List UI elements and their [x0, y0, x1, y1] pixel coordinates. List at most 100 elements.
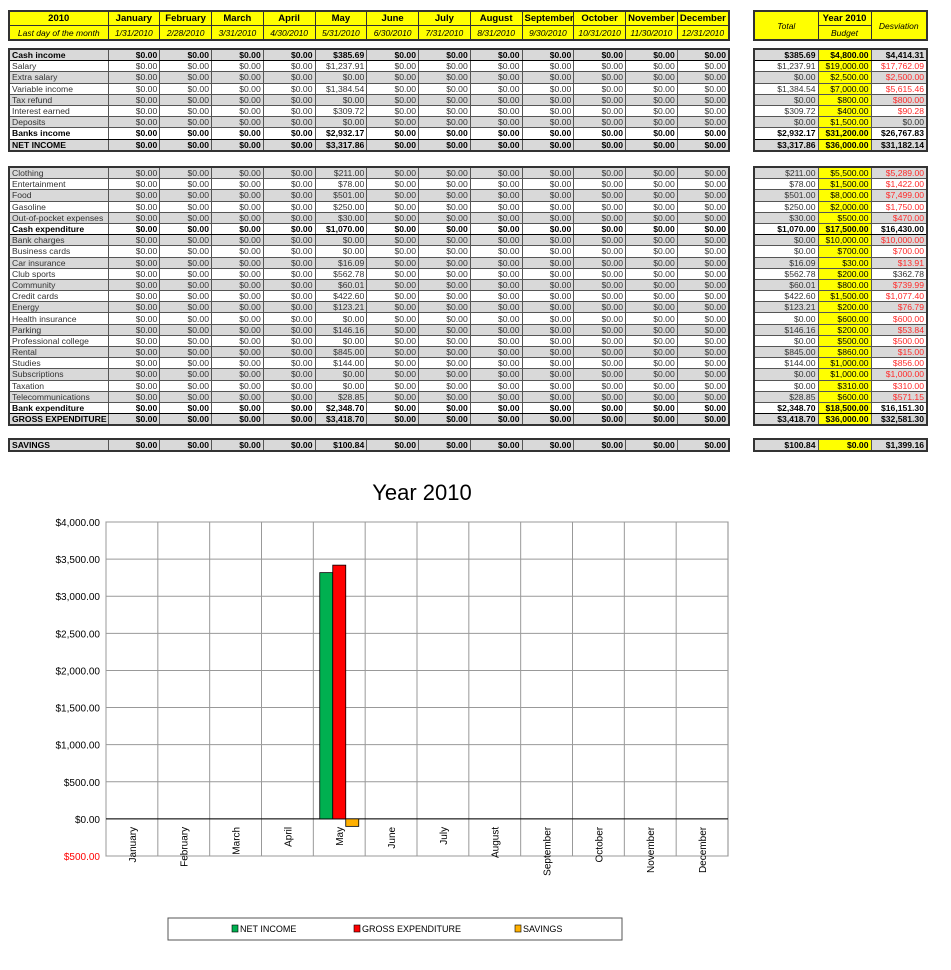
total-value: $3,418.70: [753, 413, 819, 426]
month-value: $0.00: [625, 267, 678, 280]
summary-row: $78.00 $1,500.00 $1,422.00: [753, 178, 928, 191]
month-value: $0.00: [211, 368, 264, 381]
table-row: Parking $0.00 $0.00 $0.00 $0.00 $146.16 $0.00 $…: [8, 323, 730, 336]
month-header-january: January: [107, 10, 161, 26]
month-value: $0.00: [366, 379, 419, 392]
month-value: $0.00: [366, 256, 419, 269]
total-value: $250.00: [753, 200, 819, 213]
month-value: $0.00: [625, 438, 678, 452]
month-value: $0.00: [573, 267, 626, 280]
month-value: $3,317.86: [314, 138, 368, 152]
month-value: $0.00: [469, 60, 523, 73]
month-value: $0.00: [211, 138, 264, 152]
budget-value: $1,500.00: [817, 178, 872, 191]
month-value: $0.00: [521, 256, 575, 269]
month-value: $0.00: [418, 379, 471, 392]
month-value: $0.00: [676, 116, 730, 129]
month-value: $0.00: [676, 267, 730, 280]
deviation-value: $856.00: [870, 357, 928, 370]
month-value: $0.00: [418, 71, 471, 84]
month-value: $0.00: [521, 71, 575, 84]
month-value: $0.00: [159, 438, 212, 452]
y-tick-label: $1,000.00: [56, 741, 101, 752]
month-value: $0.00: [573, 413, 626, 426]
month-value: $0.00: [469, 368, 523, 381]
row-label: Extra salary: [8, 71, 109, 84]
x-tick-label: April: [283, 827, 294, 847]
month-value: $0.00: [107, 267, 161, 280]
month-header-may: May: [314, 10, 368, 26]
summary-row: $309.72 $400.00 $90.28: [753, 104, 928, 118]
month-header-june: June: [366, 10, 419, 26]
month-value: $123.21: [314, 301, 368, 314]
month-value: $0.00: [469, 127, 523, 140]
month-value: $0.00: [366, 345, 419, 359]
month-value: $0.00: [521, 301, 575, 314]
month-value: $0.00: [676, 245, 730, 258]
total-value: $0.00: [753, 234, 819, 247]
month-value: $0.00: [676, 413, 730, 426]
month-value: $0.00: [625, 301, 678, 314]
month-value: $250.00: [314, 200, 368, 213]
month-value: $0.00: [676, 290, 730, 303]
month-value: $0.00: [159, 401, 212, 415]
month-date: 8/31/2010: [469, 25, 523, 41]
month-value: $0.00: [366, 222, 419, 236]
x-tick-label: July: [439, 827, 450, 845]
month-value: $0.00: [418, 138, 471, 152]
month-value: $0.00: [314, 245, 368, 258]
month-value: $0.00: [262, 116, 316, 129]
month-value: $0.00: [625, 178, 678, 191]
deviation-value: $10,000.00: [870, 234, 928, 247]
month-value: $0.00: [314, 71, 368, 84]
month-value: $0.00: [573, 222, 626, 236]
month-header-october: October: [573, 10, 626, 26]
table-row: Extra salary $0.00 $0.00 $0.00 $0.00 $0.00 $0.…: [8, 71, 730, 84]
month-value: $0.00: [107, 48, 161, 62]
total-value: $845.00: [753, 345, 819, 359]
month-value: $0.00: [676, 48, 730, 62]
table-row: Telecommunications $0.00 $0.00 $0.00 $0.00 $2…: [8, 390, 730, 403]
total-value: $0.00: [753, 368, 819, 381]
month-value: $3,418.70: [314, 413, 368, 426]
month-value: $0.00: [625, 278, 678, 292]
deviation-value: $1,750.00: [870, 200, 928, 213]
month-value: $0.00: [314, 368, 368, 381]
month-value: $0.00: [676, 93, 730, 106]
month-value: $0.00: [469, 323, 523, 336]
table-row: Food $0.00 $0.00 $0.00 $0.00 $501.00 $0.00 $0.0…: [8, 189, 730, 202]
row-label: SAVINGS: [8, 438, 109, 452]
month-value: $0.00: [469, 48, 523, 62]
deviation-value: $4,414.31: [870, 48, 928, 62]
month-value: $0.00: [211, 166, 264, 180]
total-value: $562.78: [753, 267, 819, 280]
budget-value: $1,500.00: [817, 290, 872, 303]
summary-row: $0.00 $600.00 $600.00: [753, 312, 928, 325]
deviation-value: $15.00: [870, 345, 928, 359]
month-value: $0.00: [469, 267, 523, 280]
month-value: $0.00: [418, 82, 471, 95]
total-value: $1,237.91: [753, 60, 819, 73]
month-value: $0.00: [418, 48, 471, 62]
month-value: $0.00: [262, 301, 316, 314]
budget-value: $5,500.00: [817, 166, 872, 180]
month-value: $0.00: [159, 200, 212, 213]
month-value: $0.00: [573, 256, 626, 269]
deviation-value: $1,000.00: [870, 368, 928, 381]
budget-value: $18,500.00: [817, 401, 872, 415]
month-value: $0.00: [107, 211, 161, 224]
month-value: $0.00: [262, 401, 316, 415]
month-value: $845.00: [314, 345, 368, 359]
bar-savings: [345, 818, 360, 827]
total-value: $422.60: [753, 290, 819, 303]
month-value: $0.00: [469, 189, 523, 202]
month-value: $0.00: [211, 301, 264, 314]
budget-value: $4,800.00: [817, 48, 872, 62]
budget-value: $0.00: [817, 438, 872, 452]
month-value: $0.00: [521, 116, 575, 129]
month-value: $0.00: [159, 138, 212, 152]
total-value: $78.00: [753, 178, 819, 191]
month-value: $0.00: [521, 267, 575, 280]
month-value: $0.00: [418, 390, 471, 403]
total-value: $2,348.70: [753, 401, 819, 415]
